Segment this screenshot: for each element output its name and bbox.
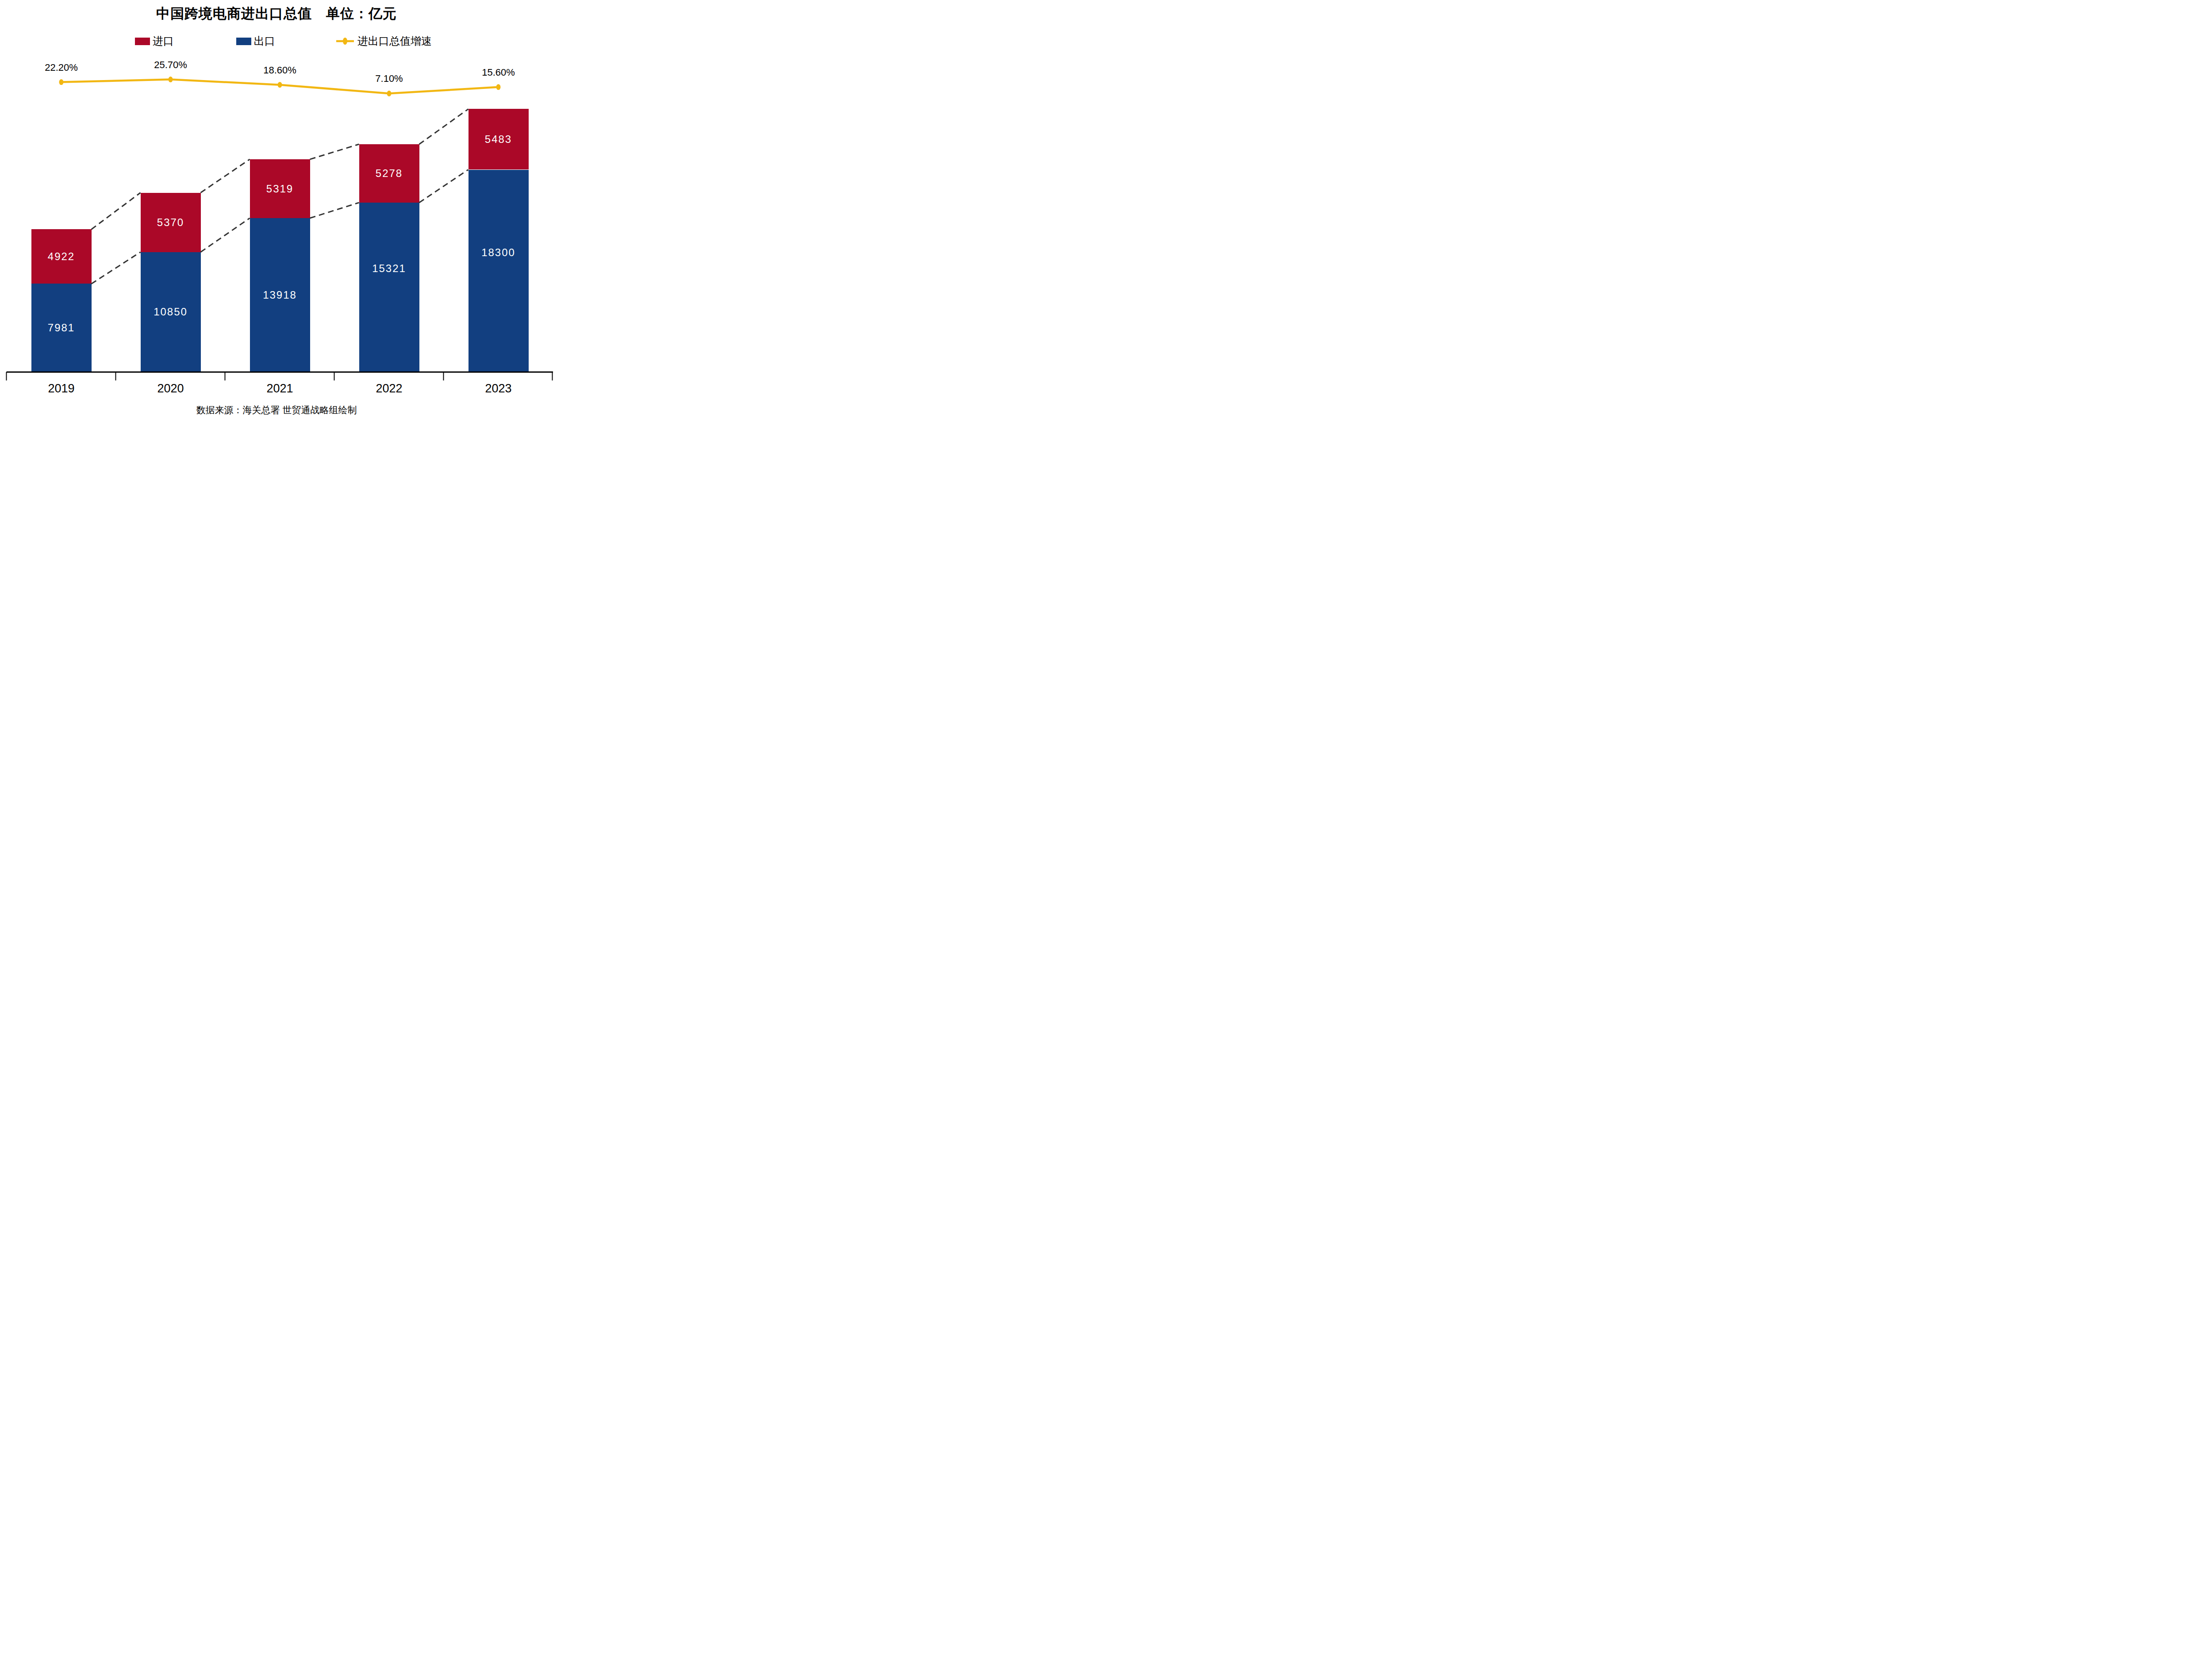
bar-2023-export-segment: 18300 xyxy=(469,170,529,373)
import-value-label: 5278 xyxy=(359,167,419,180)
bar-2022-import-segment: 5278 xyxy=(359,144,419,203)
connector-top-dashed-line xyxy=(92,193,141,230)
growth-marker xyxy=(387,91,392,96)
export-value-label: 18300 xyxy=(469,246,529,259)
bar-2019-import-segment: 4922 xyxy=(31,229,92,284)
x-axis-label-2022: 2022 xyxy=(376,382,402,396)
x-axis-label-2020: 2020 xyxy=(157,382,184,396)
growth-percent-label: 25.70% xyxy=(154,59,187,71)
connector-boundary-dashed-line xyxy=(419,170,469,203)
import-value-label: 4922 xyxy=(31,250,92,263)
import-value-label: 5370 xyxy=(141,216,201,229)
bar-2022-export-segment: 15321 xyxy=(359,203,419,372)
export-value-label: 7981 xyxy=(31,322,92,334)
growth-percent-label: 18.60% xyxy=(263,65,296,76)
bar-2020-export-segment: 10850 xyxy=(141,252,201,372)
growth-percent-label: 7.10% xyxy=(375,73,403,84)
export-value-label: 15321 xyxy=(359,262,419,275)
export-value-label: 13918 xyxy=(250,289,310,301)
growth-line xyxy=(61,80,499,94)
connector-boundary-dashed-line xyxy=(310,203,359,218)
connector-top-dashed-line xyxy=(419,109,469,144)
bar-2021-export-segment: 13918 xyxy=(250,218,310,372)
import-value-label: 5319 xyxy=(250,183,310,195)
x-axis-label-2021: 2021 xyxy=(266,382,293,396)
growth-marker xyxy=(496,84,501,90)
import-value-label: 5483 xyxy=(469,133,529,146)
chart-area: 7981 4922 22.20% 2019 10850 5370 25.70% 2020 139… xyxy=(0,0,553,415)
x-axis-label-2023: 2023 xyxy=(485,382,511,396)
connector-top-dashed-line xyxy=(310,144,359,159)
bar-2023-import-segment: 5483 xyxy=(469,109,529,169)
connector-boundary-dashed-line xyxy=(201,218,250,252)
export-value-label: 10850 xyxy=(141,306,201,318)
growth-marker xyxy=(278,82,282,88)
growth-marker xyxy=(169,77,173,82)
connector-boundary-dashed-line xyxy=(92,252,141,284)
chart-page: 中国跨境电商进出口总值 单位：亿元 进口 出口 进出口总值增速 79814922… xyxy=(0,0,553,415)
x-axis-label-2019: 2019 xyxy=(48,382,74,396)
bar-2019-export-segment: 7981 xyxy=(31,284,92,372)
growth-percent-label: 15.60% xyxy=(482,67,515,78)
growth-percent-label: 22.20% xyxy=(45,62,78,73)
bar-2021-import-segment: 5319 xyxy=(250,159,310,218)
connector-top-dashed-line xyxy=(201,159,250,192)
source-note: 数据来源：海关总署 世贸通战略组绘制 xyxy=(0,404,553,415)
bar-2020-import-segment: 5370 xyxy=(141,193,201,252)
growth-marker xyxy=(59,79,64,85)
